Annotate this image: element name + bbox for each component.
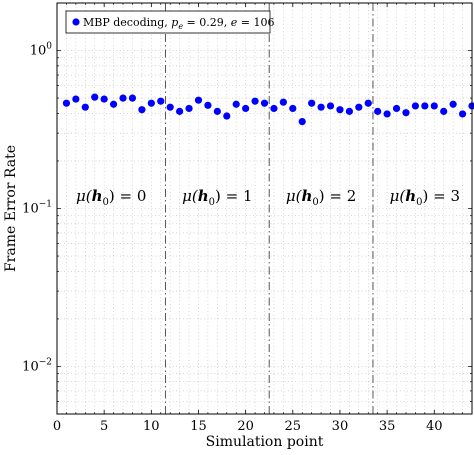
y-tick-label: 10−1 — [22, 200, 52, 217]
legend-box — [65, 10, 271, 34]
x-tick-label: 25 — [285, 419, 302, 434]
data-point — [364, 99, 372, 107]
data-point — [392, 104, 401, 113]
data-point — [176, 107, 184, 115]
data-point — [336, 106, 344, 114]
legend-label: MBP decoding, pe = 0.29, e = 106 — [83, 16, 274, 31]
data-point — [411, 102, 420, 110]
legend-e-value: = 106 — [237, 16, 274, 29]
data-point — [260, 99, 269, 107]
legend: MBP decoding, pe = 0.29, e = 106 — [65, 10, 274, 34]
grid — [57, 3, 472, 414]
y-axis-title: Frame Error Rate — [3, 145, 19, 272]
region-label: μ(h0) = 3 — [390, 187, 460, 208]
data-point — [72, 95, 80, 103]
x-tick-label: 0 — [53, 419, 61, 434]
x-tick-label: 10 — [143, 419, 160, 434]
region-label: μ(h0) = 0 — [76, 187, 146, 208]
region-label: μ(h0) = 2 — [286, 187, 356, 208]
data-point — [109, 100, 118, 108]
data-point — [449, 100, 457, 108]
x-tick-label: 35 — [379, 419, 396, 434]
data-point — [232, 100, 240, 108]
y-tick-label: 100 — [30, 42, 53, 59]
data-point — [298, 117, 306, 126]
data-point — [430, 102, 438, 110]
x-tick-label: 15 — [190, 419, 207, 434]
data-point — [289, 104, 297, 113]
data-point — [308, 99, 316, 107]
x-tick-label: 30 — [332, 419, 349, 434]
data-point — [62, 99, 71, 107]
data-point — [440, 107, 448, 115]
data-point — [138, 106, 146, 114]
data-point — [166, 103, 174, 111]
legend-marker — [72, 18, 80, 26]
x-tick-label: 40 — [426, 419, 443, 434]
x-tick-label: 5 — [100, 419, 108, 434]
data-point — [458, 110, 467, 118]
data-point — [185, 104, 193, 113]
data-point — [421, 102, 429, 110]
data-points — [62, 93, 474, 126]
data-point — [223, 112, 231, 120]
data-point — [147, 99, 155, 107]
data-point — [326, 102, 335, 110]
region-label: μ(h0) = 1 — [182, 187, 252, 208]
data-point — [374, 107, 382, 115]
data-point — [355, 103, 363, 111]
data-point — [242, 104, 250, 113]
data-point — [251, 97, 259, 105]
data-point — [468, 102, 474, 110]
data-point — [213, 107, 221, 115]
data-point — [383, 110, 391, 118]
legend-e-symbol: e — [231, 16, 238, 29]
data-point — [345, 107, 353, 115]
data-point — [157, 97, 165, 105]
region-dividers — [164, 3, 374, 414]
data-point — [204, 101, 212, 109]
data-point — [402, 109, 410, 117]
legend-pe-value: = 0.29, — [183, 16, 231, 29]
region-labels: μ(h0) = 0 μ(h0) = 1 μ(h0) = 2 μ(h0) = 3 — [76, 187, 460, 208]
data-point — [279, 98, 287, 106]
data-point — [100, 95, 108, 103]
legend-pe-symbol: p — [171, 16, 178, 29]
x-tick-label: 20 — [237, 419, 254, 434]
data-point — [81, 103, 89, 111]
data-point — [270, 104, 278, 113]
data-point — [91, 93, 99, 101]
data-point — [317, 103, 325, 111]
legend-label-prefix: MBP decoding, — [83, 16, 171, 29]
data-point — [194, 96, 203, 104]
legend-pe-subscript: e — [178, 22, 183, 31]
data-point — [128, 94, 137, 102]
axis-ticks: 0 5 10 15 20 25 30 35 40 10−2 10−1 100 — [22, 3, 473, 434]
x-axis-title: Simulation point — [206, 434, 324, 450]
y-tick-label: 10−2 — [22, 357, 52, 374]
data-point — [119, 94, 127, 102]
